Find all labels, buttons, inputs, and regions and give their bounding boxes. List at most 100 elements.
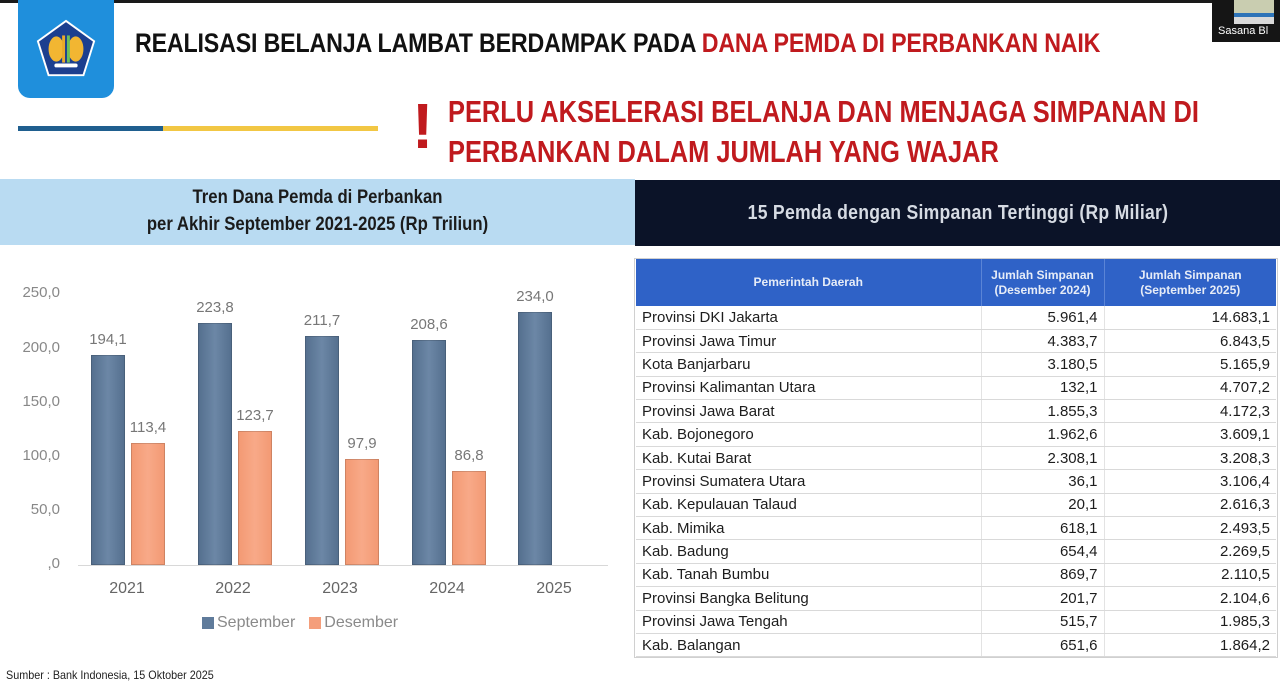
data-label: 113,4 bbox=[129, 418, 167, 436]
table-row: Provinsi Kalimantan Utara 132,1 4.707,2 bbox=[636, 376, 1276, 401]
data-label: 234,0 bbox=[516, 288, 554, 306]
header-line: Jumlah Simpanan bbox=[1138, 267, 1242, 282]
title-black-part: REALISASI BELANJA LAMBAT BERDAMPAK PADA bbox=[135, 28, 702, 58]
table-row: Provinsi Jawa Barat 1.855,3 4.172,3 bbox=[636, 399, 1276, 424]
dec-2024-value-cell: 4.383,7 bbox=[981, 329, 1105, 354]
alert-line-2: PERBANKAN DALAM JUMLAH YANG WAJAR bbox=[448, 134, 999, 169]
sep-2025-value-cell: 5.165,9 bbox=[1104, 352, 1276, 377]
title-red-part: DANA PEMDA DI PERBANKAN NAIK bbox=[701, 28, 1101, 58]
plot-area: 194,1 113,4 223,8 123,7 211,7 97,9 208,6 86,8 23… bbox=[78, 250, 608, 565]
x-tick: 2025 bbox=[536, 580, 572, 597]
region-name-cell: Kab. Bojonegoro bbox=[636, 422, 982, 447]
bar-september-2023 bbox=[305, 336, 339, 565]
region-name-cell: Kab. Balangan bbox=[636, 633, 982, 658]
participant-video-tile[interactable]: Sasana Bl bbox=[1212, 0, 1280, 42]
dec-2024-value-cell: 36,1 bbox=[981, 469, 1105, 494]
region-name-cell: Kab. Tanah Bumbu bbox=[636, 563, 982, 588]
region-name-cell: Provinsi DKI Jakarta bbox=[636, 306, 982, 330]
table-row: Provinsi Bangka Belitung 201,7 2.104,6 bbox=[636, 586, 1276, 611]
column-header-dec-2024: Jumlah Simpanan (Desember 2024) bbox=[981, 259, 1105, 306]
divider-yellow bbox=[163, 126, 378, 131]
dec-2024-value-cell: 20,1 bbox=[981, 493, 1105, 518]
sep-2025-value-cell: 3.106,4 bbox=[1104, 469, 1276, 494]
table-row: Provinsi Sumatera Utara 36,1 3.106,4 bbox=[636, 469, 1276, 494]
pemda-deposits-table: Pemerintah Daerah Jumlah Simpanan (Desemb… bbox=[636, 259, 1276, 658]
divider-blue bbox=[18, 126, 163, 131]
bar-desember-2022 bbox=[238, 431, 272, 565]
sep-2025-value-cell: 3.609,1 bbox=[1104, 422, 1276, 447]
region-name-cell: Provinsi Sumatera Utara bbox=[636, 469, 982, 494]
data-label: 97,9 bbox=[347, 435, 377, 453]
sep-2025-value-cell: 1.985,3 bbox=[1104, 610, 1276, 634]
page-title: REALISASI BELANJA LAMBAT BERDAMPAK PADA … bbox=[135, 28, 1100, 59]
x-tick: 2022 bbox=[215, 580, 251, 597]
alert-line-1: PERLU AKSELERASI BELANJA DAN MENJAGA SIM… bbox=[448, 94, 1199, 129]
bar-september-2024 bbox=[412, 339, 446, 565]
legend-swatch-september bbox=[202, 617, 214, 629]
table-row: Provinsi Jawa Tengah 515,7 1.985,3 bbox=[636, 610, 1276, 634]
legend-item-september: September bbox=[202, 614, 295, 632]
dec-2024-value-cell: 654,4 bbox=[981, 539, 1105, 564]
data-label: 208,6 bbox=[410, 315, 448, 333]
data-label: 211,7 bbox=[303, 312, 341, 330]
x-tick: 2021 bbox=[109, 580, 145, 597]
region-name-cell: Provinsi Jawa Tengah bbox=[636, 610, 982, 634]
data-label: 86,8 bbox=[454, 447, 484, 465]
table-row: Kab. Tanah Bumbu 869,7 2.110,5 bbox=[636, 563, 1276, 588]
header-line: (Desember 2024) bbox=[994, 282, 1091, 297]
region-name-cell: Kab. Mimika bbox=[636, 516, 982, 541]
dec-2024-value-cell: 132,1 bbox=[981, 376, 1105, 401]
column-header-region: Pemerintah Daerah bbox=[636, 259, 982, 306]
sep-2025-value-cell: 4.707,2 bbox=[1104, 376, 1276, 401]
dec-2024-value-cell: 3.180,5 bbox=[981, 352, 1105, 377]
region-name-cell: Provinsi Jawa Barat bbox=[636, 399, 982, 424]
kemenkeu-logo bbox=[18, 0, 114, 98]
region-name-cell: Provinsi Kalimantan Utara bbox=[636, 376, 982, 401]
chart-title-banner: Tren Dana Pemda di Perbankan per Akhir S… bbox=[0, 179, 635, 245]
chart-title-line-2: per Akhir September 2021-2025 (Rp Triliu… bbox=[146, 214, 489, 235]
x-axis-line bbox=[78, 565, 608, 566]
table-row: Kab. Kutai Barat 2.308,1 3.208,3 bbox=[636, 446, 1276, 471]
bar-chart: 250,0 200,0 150,0 100,0 50,0 ,0 194,1 113… bbox=[0, 250, 620, 650]
emblem-icon bbox=[36, 19, 96, 77]
dec-2024-value-cell: 515,7 bbox=[981, 610, 1105, 634]
table-row: Kab. Mimika 618,1 2.493,5 bbox=[636, 516, 1276, 541]
x-tick: 2024 bbox=[429, 580, 465, 597]
sep-2025-value-cell: 3.208,3 bbox=[1104, 446, 1276, 471]
chart-legend: September Desember bbox=[202, 614, 398, 632]
table-row: Provinsi Jawa Timur 4.383,7 6.843,5 bbox=[636, 329, 1276, 354]
window-top-edge bbox=[0, 0, 1215, 3]
bar-september-2021 bbox=[91, 355, 125, 565]
y-tick: 150,0 bbox=[22, 393, 60, 410]
bar-desember-2023 bbox=[345, 459, 379, 565]
header-line: Jumlah Simpanan bbox=[991, 267, 1094, 282]
alert-message: PERLU AKSELERASI BELANJA DAN MENJAGA SIM… bbox=[448, 92, 1199, 172]
data-label: 123,7 bbox=[236, 407, 274, 425]
table-row: Kab. Bojonegoro 1.962,6 3.609,1 bbox=[636, 422, 1276, 447]
region-name-cell: Provinsi Bangka Belitung bbox=[636, 586, 982, 611]
bar-september-2025 bbox=[518, 312, 552, 565]
sep-2025-value-cell: 2.269,5 bbox=[1104, 539, 1276, 564]
data-label: 223,8 bbox=[196, 299, 234, 317]
dec-2024-value-cell: 618,1 bbox=[981, 516, 1105, 541]
participant-name: Sasana Bl bbox=[1218, 25, 1269, 37]
dec-2024-value-cell: 1.962,6 bbox=[981, 422, 1105, 447]
sep-2025-value-cell: 6.843,5 bbox=[1104, 329, 1276, 354]
chart-title-line-1: Tren Dana Pemda di Perbankan bbox=[192, 187, 443, 208]
bar-desember-2021 bbox=[131, 442, 165, 565]
table-row: Kab. Badung 654,4 2.269,5 bbox=[636, 539, 1276, 564]
table-title: 15 Pemda dengan Simpanan Tertinggi (Rp M… bbox=[747, 201, 1168, 224]
dec-2024-value-cell: 5.961,4 bbox=[981, 306, 1105, 330]
y-tick: ,0 bbox=[47, 555, 60, 572]
table-row: Kab. Balangan 651,6 1.864,2 bbox=[636, 633, 1276, 658]
y-tick: 200,0 bbox=[22, 339, 60, 356]
sep-2025-value-cell: 2.110,5 bbox=[1104, 563, 1276, 588]
legend-swatch-desember bbox=[309, 617, 322, 629]
dec-2024-value-cell: 1.855,3 bbox=[981, 399, 1105, 424]
y-tick: 50,0 bbox=[30, 501, 60, 518]
header-line: (September 2025) bbox=[1140, 282, 1241, 297]
table-row: Provinsi DKI Jakarta 5.961,4 14.683,1 bbox=[636, 306, 1276, 330]
source-note: Sumber : Bank Indonesia, 15 Oktober 2025 bbox=[6, 668, 214, 682]
sep-2025-value-cell: 2.104,6 bbox=[1104, 586, 1276, 611]
region-name-cell: Provinsi Jawa Timur bbox=[636, 329, 982, 354]
